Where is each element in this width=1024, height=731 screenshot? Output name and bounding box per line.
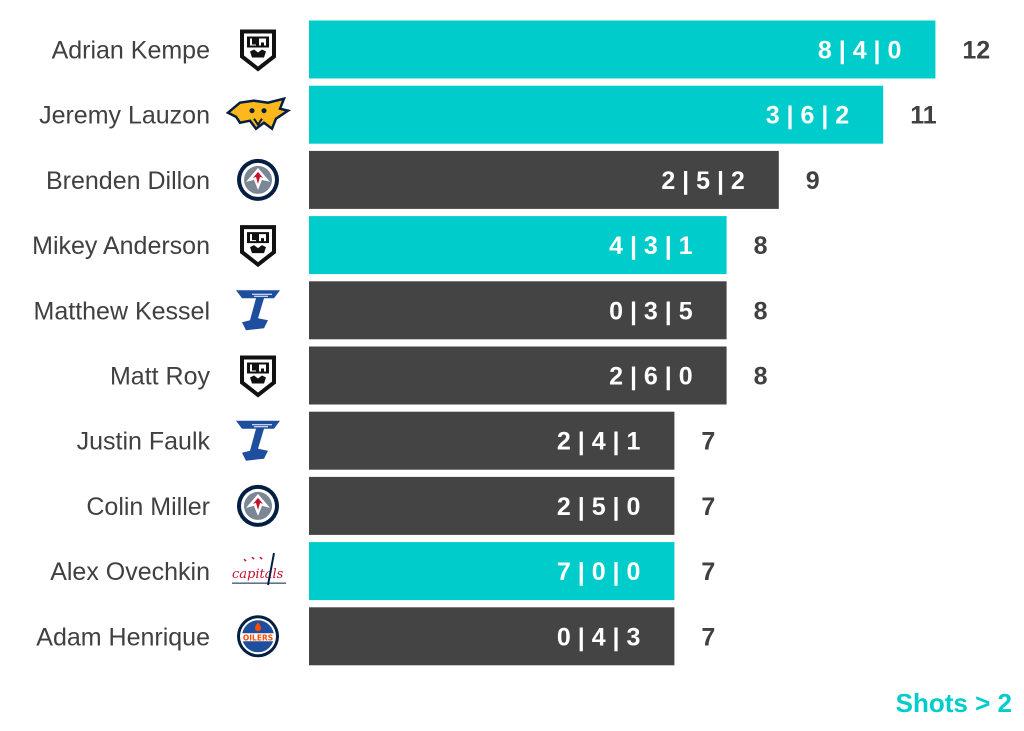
bar-matt-roy (309, 346, 727, 405)
bar-total-label: 7 (701, 623, 715, 651)
player-name-adam-henrique: Adam Henrique (36, 623, 210, 651)
bar-total-label: 7 (701, 493, 715, 521)
bar-breakdown-label: 4 | 3 | 1 (609, 232, 693, 260)
bar-total-label: 11 (910, 102, 937, 130)
player-name-brenden-dillon: Brenden Dillon (46, 167, 210, 195)
bar-adam-henrique (309, 607, 675, 666)
bar-total-label: 7 (701, 558, 715, 586)
nashville-predators-logo-icon (226, 97, 290, 130)
player-name-matt-roy: Matt Roy (110, 363, 211, 391)
bar-breakdown-label: 2 | 6 | 0 (609, 363, 692, 391)
player-name-mikey-anderson: Mikey Anderson (32, 232, 210, 260)
bar-total-label: 8 (754, 363, 768, 391)
bar-breakdown-label: 2 | 5 | 2 (661, 167, 744, 195)
bar-brenden-dillon (309, 150, 779, 209)
bar-adrian-kempe (309, 20, 936, 79)
edmonton-oilers-logo-icon (237, 615, 279, 658)
bar-alex-ovechkin (309, 542, 675, 601)
bar-total-label: 8 (754, 232, 768, 260)
la-kings-logo-icon (240, 225, 276, 268)
washington-capitals-logo-icon (231, 552, 287, 587)
bar-breakdown-label: 8 | 4 | 0 (818, 37, 901, 65)
player-name-justin-faulk: Justin Faulk (77, 428, 211, 456)
player-name-adrian-kempe: Adrian Kempe (52, 37, 210, 65)
player-name-alex-ovechkin: Alex Ovechkin (50, 558, 210, 586)
winnipeg-jets-logo-icon (237, 484, 279, 527)
bar-breakdown-label: 3 | 6 | 2 (766, 102, 849, 130)
bar-matthew-kessel (309, 281, 727, 340)
winnipeg-jets-logo-icon (237, 158, 279, 201)
player-name-matthew-kessel: Matthew Kessel (34, 297, 210, 325)
bar-mikey-anderson (309, 216, 727, 275)
bar-breakdown-label: 2 | 4 | 1 (557, 428, 641, 456)
legend-note: Shots > 2 (895, 688, 1012, 718)
bar-total-label: 7 (701, 428, 715, 456)
bar-colin-miller (309, 476, 675, 535)
bar-breakdown-label: 2 | 5 | 0 (557, 493, 640, 521)
st-louis-blues-logo-icon (235, 289, 281, 331)
la-kings-logo-icon (240, 29, 276, 72)
bar-breakdown-label: 0 | 3 | 5 (609, 297, 693, 325)
bar-justin-faulk (309, 411, 675, 470)
player-name-colin-miller: Colin Miller (86, 493, 210, 521)
bar-total-label: 12 (962, 37, 990, 65)
st-louis-blues-logo-icon (235, 420, 281, 462)
bar-breakdown-label: 7 | 0 | 0 (557, 558, 640, 586)
bar-total-label: 9 (806, 167, 820, 195)
bar-breakdown-label: 0 | 4 | 3 (557, 623, 640, 651)
la-kings-logo-icon (240, 355, 276, 398)
bar-total-label: 8 (754, 297, 768, 325)
bar-jeremy-lauzon (309, 85, 884, 144)
player-name-jeremy-lauzon: Jeremy Lauzon (39, 102, 210, 130)
